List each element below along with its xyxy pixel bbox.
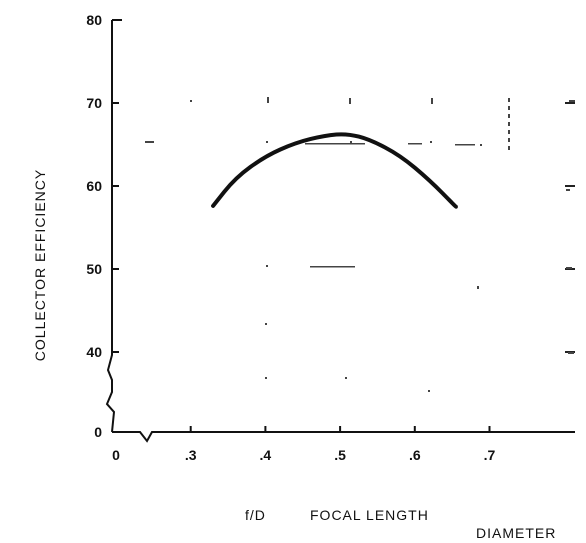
x-axis-ticks: 0 .3 .4 .5 .6 .7 xyxy=(112,426,496,463)
scan-speck xyxy=(480,144,482,146)
scan-speck xyxy=(265,323,267,325)
scan-speck xyxy=(190,100,192,102)
y-axis-line xyxy=(105,20,116,433)
scan-speck xyxy=(477,286,479,289)
y-axis-ticks: 0 40 50 60 70 80 xyxy=(86,12,575,440)
scan-speck xyxy=(430,141,432,143)
scan-speck xyxy=(431,98,433,104)
x-tick-label: .5 xyxy=(334,447,346,463)
scan-speck xyxy=(349,98,351,104)
scan-speck xyxy=(508,114,510,118)
scan-speck xyxy=(266,265,268,267)
x-tick-label: .7 xyxy=(484,447,496,463)
y-tick-label: 60 xyxy=(86,178,102,194)
y-tick-label: 40 xyxy=(86,344,102,360)
x-axis-label-prefix: f/D xyxy=(245,507,266,523)
scan-speck xyxy=(345,377,347,379)
scan-speck xyxy=(350,141,352,143)
y-tick-label: 70 xyxy=(86,95,102,111)
y-tick-label: 0 xyxy=(94,424,102,440)
scan-speck xyxy=(508,122,510,126)
y-tick-label: 50 xyxy=(86,261,102,277)
scan-speck xyxy=(508,138,510,142)
scan-speck xyxy=(305,143,365,145)
scan-speck xyxy=(266,141,268,143)
scan-speck xyxy=(508,98,510,102)
scan-speck xyxy=(508,106,510,110)
x-axis-label-main: FOCAL LENGTH xyxy=(310,507,429,523)
efficiency-curve xyxy=(211,132,458,209)
scan-speck xyxy=(508,146,510,150)
x-axis-label-sub: DIAMETER xyxy=(476,525,556,541)
y-tick-label: 80 xyxy=(86,12,102,28)
x-tick-label: .4 xyxy=(260,447,272,463)
x-tick-label: .3 xyxy=(185,447,197,463)
series-group xyxy=(211,132,458,209)
scan-speck xyxy=(455,144,475,146)
scan-specks xyxy=(145,97,575,392)
scan-speck xyxy=(408,143,422,145)
scan-speck xyxy=(566,267,572,269)
y-axis-label: COLLECTOR EFFICIENCY xyxy=(32,169,48,361)
scan-speck xyxy=(265,377,267,379)
scan-speck xyxy=(508,130,510,134)
scan-speck xyxy=(568,352,574,354)
x-tick-label: 0 xyxy=(112,447,120,463)
scan-speck xyxy=(267,97,269,103)
scan-speck xyxy=(566,189,570,191)
axes xyxy=(105,19,575,443)
x-axis-line xyxy=(112,431,575,443)
scan-speck xyxy=(310,266,355,268)
scan-speck xyxy=(428,390,430,392)
x-tick-label: .6 xyxy=(409,447,421,463)
scan-speck xyxy=(145,141,154,143)
scan-speck xyxy=(569,100,575,102)
